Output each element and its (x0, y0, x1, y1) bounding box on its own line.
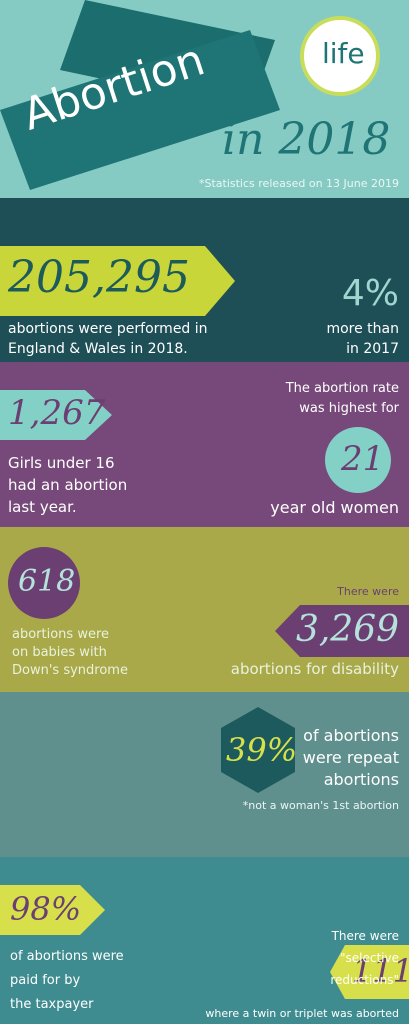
text-line: abortions (323, 770, 399, 789)
stat-hexagon (221, 707, 295, 793)
stat: 98% (10, 890, 82, 928)
stat-banner (0, 885, 105, 935)
text-line: of abortions were (10, 949, 124, 964)
text-line: had an abortion (8, 476, 128, 494)
side-stat: 3,269 (295, 609, 399, 650)
stat: 1,267 (8, 393, 106, 433)
text-line: where a twin or triplet was aborted (205, 1007, 399, 1020)
brand: life (322, 37, 365, 70)
side-stat: 111 (352, 952, 409, 990)
text-line: year old women (270, 498, 399, 517)
text-line: England & Wales in 2018. (8, 341, 188, 357)
text-line: Down's syndrome (12, 663, 128, 678)
stat-circle (325, 427, 391, 493)
text-line: more than (326, 321, 399, 337)
stat: 618 (18, 564, 76, 599)
text-line: "selective (340, 951, 399, 965)
text-line: There were (337, 585, 399, 598)
note: *Statistics released on 13 June 2019 (198, 177, 399, 190)
section-5 (0, 857, 409, 1024)
text-line: The abortion rate (285, 381, 399, 396)
title-line2: in 2018 (222, 114, 391, 165)
section-4 (0, 692, 409, 857)
text-line: last year. (8, 498, 77, 516)
text-line: paid for by (10, 973, 81, 988)
text-line: abortions for disability (230, 660, 399, 678)
stat: 39% (226, 731, 298, 769)
text-line: on babies with (12, 645, 107, 660)
stat-circle (8, 547, 80, 619)
stat-banner (0, 246, 235, 316)
text-line: in 2017 (346, 341, 399, 357)
stat-banner (275, 605, 409, 657)
logo (300, 16, 380, 96)
text-line: was highest for (299, 401, 399, 416)
text-line: Girls under 16 (8, 454, 115, 472)
footnote: *not a woman's 1st abortion (242, 799, 399, 812)
text-line: abortions were (12, 627, 110, 642)
text-line: of abortions (303, 726, 399, 745)
side-stat: 4% (341, 273, 399, 314)
side-stat: 21 (341, 439, 385, 479)
text-line: There were (331, 929, 399, 943)
text-line: reductions" (330, 973, 399, 987)
ribbon (0, 30, 280, 190)
stat-banner (330, 945, 409, 999)
text-line: abortions were performed in (8, 321, 208, 337)
stat-banner (0, 390, 112, 440)
text-line: were repeat (302, 748, 399, 767)
stat: 205,295 (8, 252, 190, 303)
text-line: the taxpayer (10, 997, 94, 1012)
